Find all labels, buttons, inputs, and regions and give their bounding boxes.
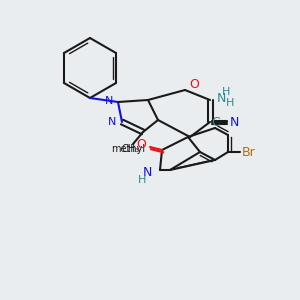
Text: CH₃: CH₃ [122,144,140,154]
Text: N: N [142,167,152,179]
Text: N: N [108,117,116,127]
Text: N: N [217,92,226,104]
Text: N: N [230,116,239,128]
Text: O: O [189,79,199,92]
Text: Br: Br [242,146,256,158]
Text: C: C [211,116,220,128]
Text: N: N [105,96,113,106]
Text: O: O [136,137,146,151]
Text: H: H [138,175,146,185]
Text: H: H [226,98,234,108]
Text: H: H [222,87,230,97]
Text: methyl: methyl [111,144,145,154]
